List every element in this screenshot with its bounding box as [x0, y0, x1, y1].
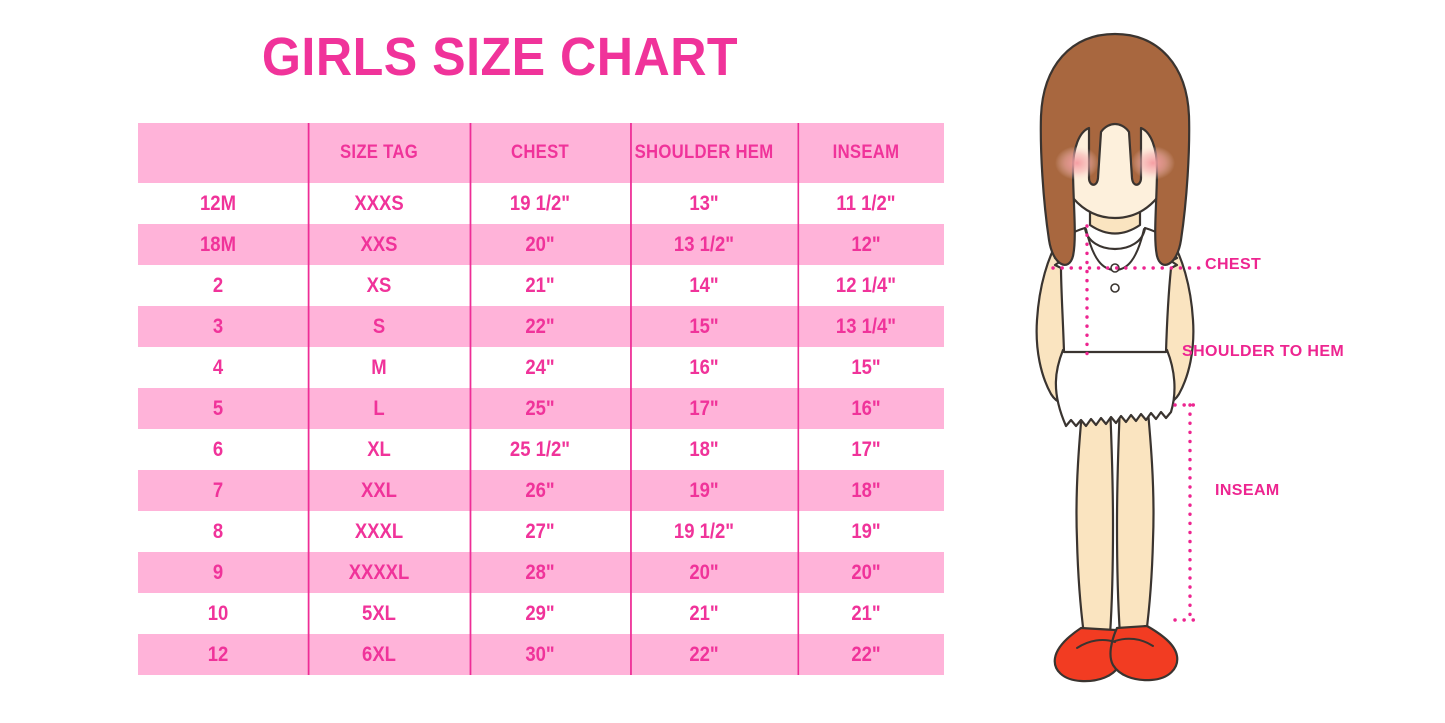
cell-size: 2 [212, 273, 224, 297]
cell-inseam: 19" [797, 511, 934, 552]
cell-size-tag: M [308, 347, 451, 388]
cell-chest: 30" [470, 634, 611, 675]
cell-size-tag: 5XL [308, 593, 451, 634]
bottom-button-icon [1110, 283, 1120, 293]
table-row: 8 XXXL 27" 19 1/2" 19" [138, 511, 944, 552]
cell-size-tag: XXXS [308, 183, 451, 224]
left-blush-icon [1055, 146, 1099, 180]
table-header-inseam: INSEAM [797, 123, 934, 183]
table-row: 2 XS 21" 14" 12 1/4" [138, 265, 944, 306]
cell-size-tag: XL [308, 429, 451, 470]
girl-figure-illustration [985, 20, 1245, 700]
table-row: 10 5XL 29" 21" 21" [138, 593, 944, 634]
cell-size-tag: XXXL [308, 511, 451, 552]
size-chart-table: SIZE TAG CHEST SHOULDER HEM INSEAM 12M XX… [138, 123, 944, 675]
cell-shoulder-hem: 20" [630, 552, 778, 593]
cell-shoulder-hem: 18" [630, 429, 778, 470]
cell-shoulder-hem: 16" [630, 347, 778, 388]
cell-shoulder-hem: 13 1/2" [630, 224, 778, 265]
cell-shoulder-hem: 19 1/2" [630, 511, 778, 552]
cell-chest: 27" [470, 511, 611, 552]
table-header-row: SIZE TAG CHEST SHOULDER HEM INSEAM [138, 123, 944, 183]
cell-shoulder-hem: 17" [630, 388, 778, 429]
table-row: 4 M 24" 16" 15" [138, 347, 944, 388]
cell-size-tag: XS [308, 265, 451, 306]
cell-inseam: 22" [797, 634, 934, 675]
cell-inseam: 18" [797, 470, 934, 511]
cell-chest: 25" [470, 388, 611, 429]
cell-size: 6 [212, 437, 224, 461]
table-row: 18M XXS 20" 13 1/2" 12" [138, 224, 944, 265]
cell-inseam: 21" [797, 593, 934, 634]
cell-shoulder-hem: 14" [630, 265, 778, 306]
table-row: 7 XXL 26" 19" 18" [138, 470, 944, 511]
cell-size-tag: XXL [308, 470, 451, 511]
cell-size-tag: XXS [308, 224, 451, 265]
cell-size: 9 [212, 560, 224, 584]
cell-inseam: 13 1/4" [797, 306, 934, 347]
cell-chest: 21" [470, 265, 611, 306]
cell-size-tag: XXXXL [308, 552, 451, 593]
cell-chest: 24" [470, 347, 611, 388]
cell-size: 5 [212, 396, 224, 420]
cell-chest: 20" [470, 224, 611, 265]
table-row: 9 XXXXL 28" 20" 20" [138, 552, 944, 593]
girl-figure-icon [1035, 32, 1203, 683]
cell-shoulder-hem: 13" [630, 183, 778, 224]
hair-shape [1039, 32, 1191, 266]
cell-chest: 25 1/2" [470, 429, 611, 470]
cell-inseam: 11 1/2" [797, 183, 934, 224]
table-row: 5 L 25" 17" 16" [138, 388, 944, 429]
cell-shoulder-hem: 22" [630, 634, 778, 675]
table-header-chest: CHEST [470, 123, 611, 183]
page-title: GIRLS SIZE CHART [261, 27, 739, 87]
cell-size-tag: L [308, 388, 451, 429]
cell-size-tag: 6XL [308, 634, 451, 675]
right-shoe-strap [1114, 637, 1154, 647]
table-row: 12M XXXS 19 1/2" 13" 11 1/2" [138, 183, 944, 224]
cell-inseam: 20" [797, 552, 934, 593]
cell-chest: 19 1/2" [470, 183, 611, 224]
cell-inseam: 17" [797, 429, 934, 470]
cell-chest: 26" [470, 470, 611, 511]
left-shoe-strap [1076, 639, 1116, 649]
cell-chest: 29" [470, 593, 611, 634]
cell-size: 12M [200, 191, 236, 215]
table-row: 6 XL 25 1/2" 18" 17" [138, 429, 944, 470]
table-row: 12 6XL 30" 22" 22" [138, 634, 944, 675]
skirt-shape [1054, 348, 1176, 428]
cell-shoulder-hem: 19" [630, 470, 778, 511]
table-header-shoulder-hem: SHOULDER HEM [630, 123, 778, 183]
cell-size: 3 [212, 314, 224, 338]
right-shoe-shape [1109, 624, 1179, 682]
inseam-measure-bracket-icon [1173, 403, 1203, 622]
table-row: 3 S 22" 15" 13 1/4" [138, 306, 944, 347]
cell-shoulder-hem: 21" [630, 593, 778, 634]
cell-chest: 22" [470, 306, 611, 347]
cell-inseam: 12 1/4" [797, 265, 934, 306]
cell-inseam: 16" [797, 388, 934, 429]
cell-size: 7 [212, 478, 224, 502]
cell-size: 12 [207, 642, 229, 666]
right-blush-icon [1131, 146, 1175, 180]
cell-chest: 28" [470, 552, 611, 593]
cell-size-tag: S [308, 306, 451, 347]
table-header-size [148, 123, 289, 183]
cell-size: 8 [212, 519, 224, 543]
cell-inseam: 15" [797, 347, 934, 388]
cell-shoulder-hem: 15" [630, 306, 778, 347]
cell-size: 4 [212, 355, 224, 379]
cell-size: 18M [200, 232, 236, 256]
table-header-size-tag: SIZE TAG [308, 123, 451, 183]
cell-inseam: 12" [797, 224, 934, 265]
cell-size: 10 [207, 601, 229, 625]
